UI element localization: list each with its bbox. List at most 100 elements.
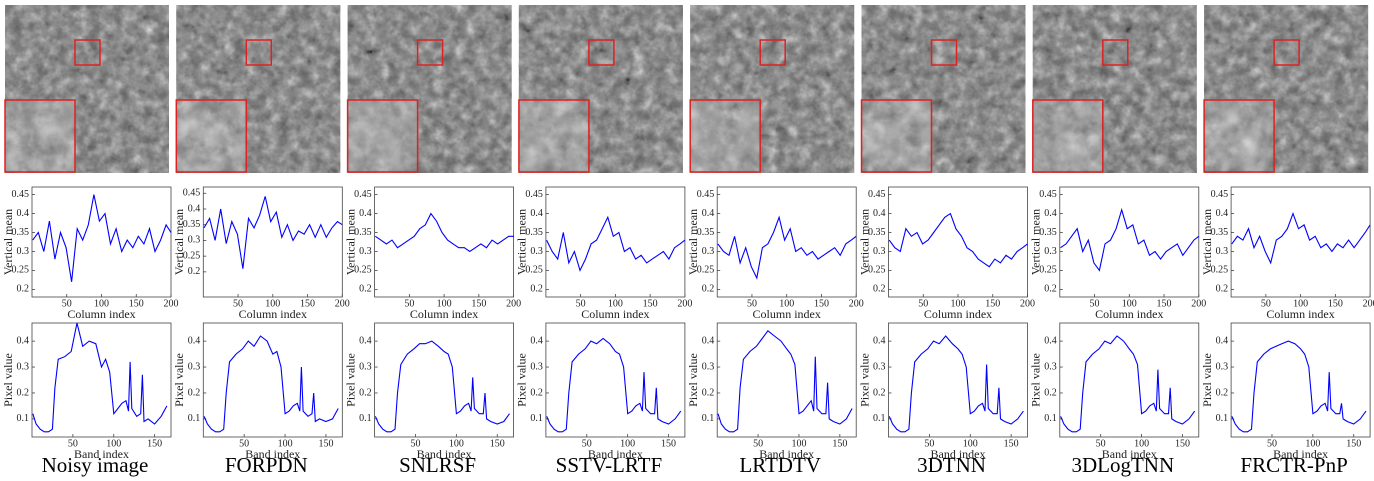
x-tick-label: 150 bbox=[643, 298, 658, 309]
x-tick-label: 50 bbox=[1096, 438, 1106, 449]
x-tick-label: 100 bbox=[779, 298, 794, 309]
zoom-box bbox=[416, 39, 444, 66]
y-tick-label: 0.45 bbox=[525, 189, 543, 200]
y-tick-label: 0.3 bbox=[702, 361, 715, 372]
y-tick-label: 0.2 bbox=[873, 387, 886, 398]
x-tick-label: 150 bbox=[985, 298, 1000, 309]
data-line bbox=[546, 215, 686, 272]
x-tick-label: 100 bbox=[608, 298, 623, 309]
x-tick-label: 150 bbox=[471, 298, 486, 309]
x-tick-label: 100 bbox=[1293, 298, 1308, 309]
y-tick-label: 0.4 bbox=[359, 335, 372, 346]
caption: SNLRSF bbox=[399, 453, 476, 477]
y-tick-label: 0.1 bbox=[530, 413, 543, 424]
y-axis-label: Vertical mean bbox=[1200, 209, 1214, 275]
data-line bbox=[717, 330, 853, 433]
x-axis-label: Band index bbox=[588, 447, 643, 461]
data-line bbox=[203, 335, 339, 433]
x-axis-label: Band index bbox=[931, 447, 986, 461]
plot-frame bbox=[1059, 322, 1200, 438]
x-tick-label: 50 bbox=[410, 438, 420, 449]
x-axis-label: Band index bbox=[245, 447, 300, 461]
data-line bbox=[888, 212, 1028, 268]
y-tick-label: 0.35 bbox=[183, 219, 201, 230]
plot-frame bbox=[31, 322, 172, 438]
inset-frame bbox=[346, 99, 419, 173]
x-tick-label: 150 bbox=[300, 298, 315, 309]
caption: SSTV-LRTF bbox=[556, 453, 663, 477]
x-axis-label: Column index bbox=[410, 307, 478, 321]
x-tick-label: 100 bbox=[620, 438, 635, 449]
inset-frame bbox=[689, 99, 761, 173]
y-tick-label: 0.4 bbox=[530, 208, 543, 219]
y-tick-label: 0.4 bbox=[1216, 335, 1229, 346]
y-tick-label: 0.1 bbox=[359, 413, 372, 424]
inset-frame bbox=[1203, 99, 1275, 173]
y-tick-label: 0.35 bbox=[697, 227, 715, 238]
plot-frame bbox=[1059, 186, 1200, 298]
x-axis-label: Band index bbox=[74, 447, 129, 461]
y-tick-label: 0.2 bbox=[1044, 387, 1057, 398]
y-tick-label: 0.2 bbox=[702, 387, 715, 398]
y-tick-label: 0.1 bbox=[188, 413, 201, 424]
zoom-box bbox=[74, 39, 101, 66]
x-axis-label: Column index bbox=[67, 307, 135, 321]
y-tick-label: 0.3 bbox=[873, 246, 886, 257]
x-tick-label: 150 bbox=[147, 438, 162, 449]
x-tick-label: 50 bbox=[918, 298, 928, 309]
data-line bbox=[374, 340, 510, 433]
y-tick-label: 0.25 bbox=[354, 265, 372, 276]
y-axis-label: Pixel value bbox=[1, 353, 15, 407]
data-line bbox=[888, 335, 1024, 433]
x-axis-label: Band index bbox=[417, 447, 472, 461]
x-tick-label: 150 bbox=[832, 438, 847, 449]
plot-frame bbox=[545, 322, 686, 438]
x-tick-label: 150 bbox=[661, 438, 676, 449]
x-tick-label: 100 bbox=[278, 438, 293, 449]
x-tick-label: 150 bbox=[1157, 298, 1172, 309]
data-line bbox=[374, 212, 514, 253]
x-axis-label: Band index bbox=[1102, 447, 1157, 461]
x-tick-label: 100 bbox=[951, 298, 966, 309]
y-tick-label: 0.4 bbox=[702, 335, 715, 346]
x-tick-label: 100 bbox=[1122, 298, 1137, 309]
x-axis-label: Column index bbox=[924, 307, 992, 321]
caption: FORPDN bbox=[225, 453, 308, 477]
y-tick-label: 0.35 bbox=[1039, 227, 1057, 238]
y-tick-label: 0.35 bbox=[354, 227, 372, 238]
image-inset bbox=[1204, 100, 1275, 172]
data-line bbox=[1231, 340, 1367, 433]
caption: FRCTR-PnP bbox=[1240, 453, 1347, 477]
y-axis-label: Vertical mean bbox=[172, 209, 186, 275]
x-tick-label: 50 bbox=[68, 438, 78, 449]
y-tick-label: 0.4 bbox=[873, 335, 886, 346]
y-tick-label: 0.3 bbox=[1044, 246, 1057, 257]
x-axis-label: Column index bbox=[1095, 307, 1163, 321]
x-tick-label: 50 bbox=[239, 438, 249, 449]
y-axis-label: Pixel value bbox=[343, 353, 357, 407]
data-line bbox=[1060, 207, 1200, 272]
x-tick-label: 100 bbox=[106, 438, 121, 449]
y-tick-label: 0.1 bbox=[702, 413, 715, 424]
y-tick-label: 0.4 bbox=[530, 335, 543, 346]
x-tick-label: 200 bbox=[1191, 298, 1206, 309]
y-tick-label: 0.2 bbox=[1044, 284, 1057, 295]
zoom-box bbox=[245, 39, 273, 66]
plot-frame bbox=[545, 186, 686, 298]
y-tick-label: 0.4 bbox=[17, 208, 30, 219]
y-tick-label: 0.2 bbox=[1216, 284, 1229, 295]
x-tick-label: 150 bbox=[1328, 298, 1343, 309]
x-tick-label: 50 bbox=[1267, 438, 1277, 449]
y-axis-label: Vertical mean bbox=[1029, 209, 1043, 275]
y-tick-label: 0.35 bbox=[12, 227, 30, 238]
y-tick-label: 0.4 bbox=[702, 208, 715, 219]
x-axis-label: Band index bbox=[759, 447, 814, 461]
y-tick-label: 0.3 bbox=[188, 361, 201, 372]
y-tick-label: 0.3 bbox=[17, 246, 30, 257]
x-tick-label: 50 bbox=[1090, 298, 1100, 309]
y-tick-label: 0.3 bbox=[1216, 246, 1229, 257]
x-tick-label: 200 bbox=[677, 298, 692, 309]
y-tick-label: 0.3 bbox=[1044, 361, 1057, 372]
y-tick-label: 0.4 bbox=[1216, 208, 1229, 219]
plot-frame bbox=[202, 322, 343, 438]
